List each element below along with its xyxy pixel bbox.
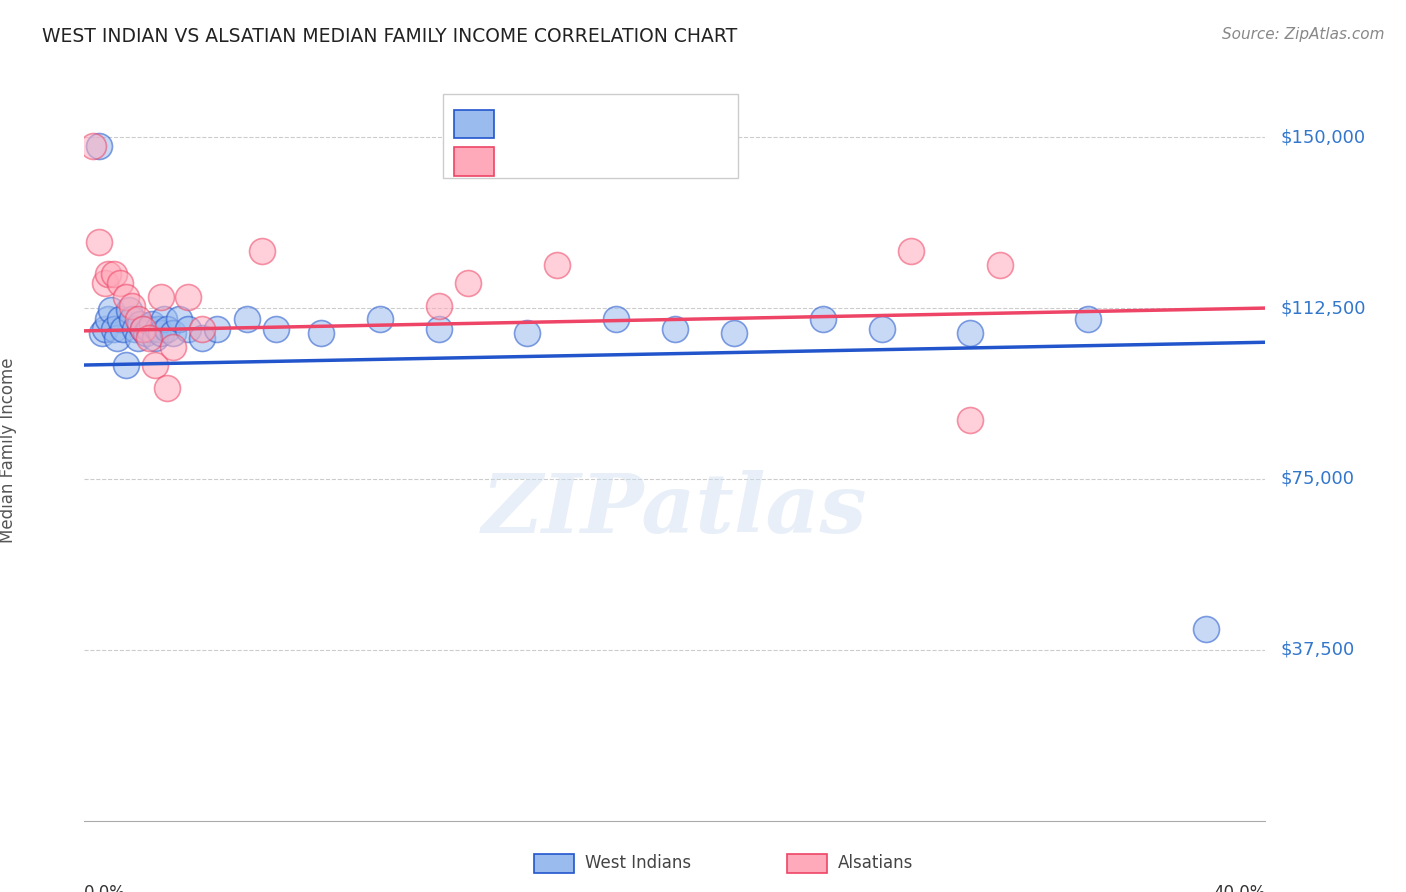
Text: Median Family Income: Median Family Income — [0, 358, 17, 543]
Point — [266, 321, 288, 335]
Point — [811, 312, 834, 326]
Text: $112,500: $112,500 — [1281, 299, 1365, 317]
Point — [427, 321, 450, 335]
Point — [94, 276, 117, 290]
Point — [959, 326, 981, 340]
Point — [103, 267, 125, 281]
Point — [103, 321, 125, 335]
Point — [87, 235, 111, 249]
Point — [91, 326, 114, 340]
Point — [138, 321, 160, 335]
Point — [82, 139, 104, 153]
Point — [87, 139, 111, 153]
Point — [207, 321, 229, 335]
Point — [1077, 312, 1099, 326]
Point — [100, 303, 122, 318]
Point — [156, 381, 179, 395]
Point — [121, 299, 143, 313]
Point — [900, 244, 922, 259]
Text: Alsatians: Alsatians — [838, 855, 914, 872]
Point — [127, 331, 149, 345]
Point — [177, 290, 200, 304]
Point — [135, 326, 157, 340]
Point — [153, 312, 176, 326]
Point — [118, 303, 141, 318]
Text: $37,500: $37,500 — [1281, 640, 1354, 659]
Point — [1195, 622, 1218, 636]
Point — [94, 321, 117, 335]
Point — [97, 312, 120, 326]
Point — [148, 321, 170, 335]
Point — [427, 299, 450, 313]
Point — [114, 290, 136, 304]
Point — [132, 321, 155, 335]
Point — [138, 331, 160, 345]
Point — [167, 312, 190, 326]
Point — [114, 358, 136, 372]
Text: Source: ZipAtlas.com: Source: ZipAtlas.com — [1222, 27, 1385, 42]
Point — [141, 317, 163, 331]
Point — [108, 312, 131, 326]
Point — [97, 267, 120, 281]
Point — [605, 312, 627, 326]
Text: ZIPatlas: ZIPatlas — [482, 470, 868, 549]
Text: West Indians: West Indians — [585, 855, 690, 872]
Point — [127, 312, 149, 326]
Point — [236, 312, 259, 326]
Point — [546, 258, 568, 272]
Point — [457, 276, 479, 290]
Point — [150, 290, 173, 304]
Point — [988, 258, 1011, 272]
Point — [108, 276, 131, 290]
Point — [150, 326, 173, 340]
Point — [162, 340, 184, 354]
Point — [664, 321, 686, 335]
Point — [368, 312, 391, 326]
Point — [143, 358, 166, 372]
Point — [124, 321, 146, 335]
Point — [191, 321, 214, 335]
Point — [162, 326, 184, 340]
Text: $75,000: $75,000 — [1281, 470, 1354, 488]
Point — [723, 326, 745, 340]
Text: 40.0%: 40.0% — [1213, 885, 1265, 892]
Point — [132, 321, 155, 335]
Point — [516, 326, 538, 340]
Point — [111, 321, 134, 335]
Point — [959, 413, 981, 427]
Point — [156, 321, 179, 335]
Point — [121, 312, 143, 326]
Point — [309, 326, 332, 340]
Text: 0.0%: 0.0% — [84, 885, 127, 892]
Point — [870, 321, 893, 335]
Text: WEST INDIAN VS ALSATIAN MEDIAN FAMILY INCOME CORRELATION CHART: WEST INDIAN VS ALSATIAN MEDIAN FAMILY IN… — [42, 27, 737, 45]
Point — [250, 244, 273, 259]
Point — [105, 331, 128, 345]
Point — [191, 331, 214, 345]
Text: R = 0.037   N = 24: R = 0.037 N = 24 — [505, 153, 675, 170]
Point — [177, 321, 200, 335]
Point — [143, 331, 166, 345]
Text: R = 0.052   N = 43: R = 0.052 N = 43 — [505, 115, 675, 133]
Text: $150,000: $150,000 — [1281, 128, 1365, 146]
Point — [129, 317, 152, 331]
